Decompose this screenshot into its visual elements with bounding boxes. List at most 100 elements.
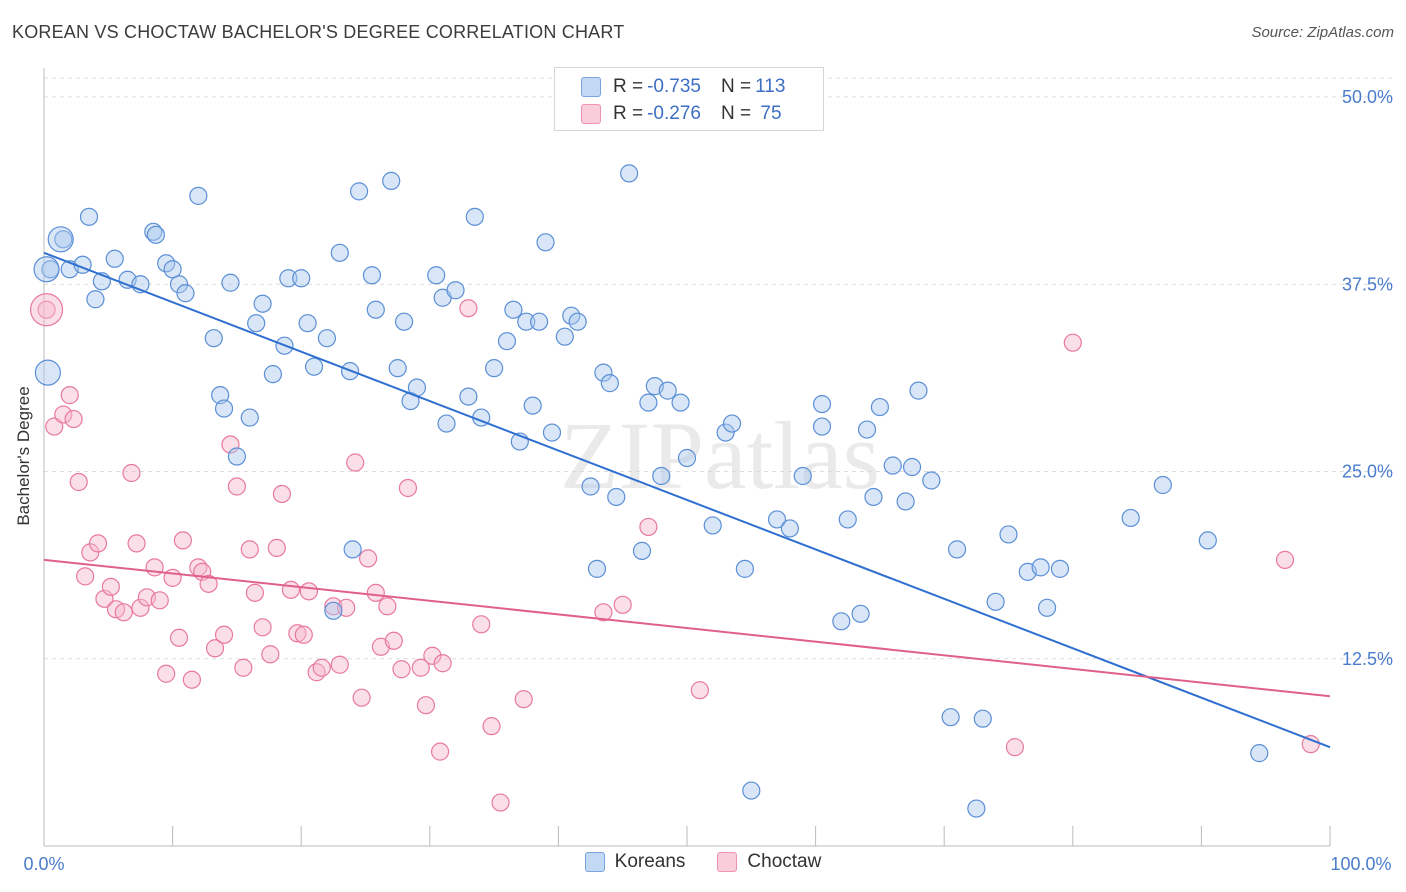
choctaw-point bbox=[613, 595, 632, 614]
choctaw-point bbox=[294, 625, 313, 644]
watermark: ZIPatlas bbox=[560, 402, 880, 509]
choctaw-point bbox=[378, 597, 397, 616]
choctaw-point bbox=[430, 742, 450, 761]
korean-point bbox=[658, 381, 677, 400]
korean-point bbox=[671, 393, 690, 412]
n-value: 113 bbox=[755, 76, 786, 97]
choctaw-point bbox=[157, 664, 176, 683]
choctaw-point bbox=[312, 658, 331, 677]
korean-point bbox=[204, 329, 223, 348]
korean-point bbox=[986, 592, 1005, 611]
x-tick-label: 100.0% bbox=[1330, 854, 1391, 874]
korean-point bbox=[947, 540, 967, 559]
choctaw-point bbox=[1275, 550, 1295, 569]
stats-row-koreans: R = -0.735 N = 113 bbox=[555, 74, 785, 100]
korean-point bbox=[999, 525, 1018, 544]
korean-point bbox=[79, 207, 99, 226]
korean-point bbox=[1050, 559, 1070, 578]
choctaw-point bbox=[214, 625, 234, 644]
choctaw-point bbox=[384, 631, 403, 650]
choctaw-point bbox=[234, 658, 253, 677]
korean-point bbox=[169, 275, 189, 294]
choctaw-point bbox=[29, 293, 64, 327]
choctaw-point bbox=[127, 534, 146, 553]
korean-point bbox=[620, 164, 639, 183]
source-label: Source: ZipAtlas.com bbox=[1251, 24, 1394, 41]
korean-point bbox=[1153, 475, 1172, 495]
korean-point bbox=[54, 230, 73, 249]
choctaw-point bbox=[245, 583, 265, 602]
tick-labels: 12.5% 25.0% 37.5% 50.0% 0.0% 100.0% bbox=[23, 87, 1393, 874]
choctaw-point bbox=[240, 540, 259, 559]
korean-point bbox=[366, 300, 385, 319]
choctaw-point bbox=[69, 472, 88, 492]
korean-point bbox=[324, 601, 343, 620]
choctaw-point bbox=[433, 654, 452, 673]
choctaw-point bbox=[122, 463, 141, 483]
korean-point bbox=[504, 300, 523, 319]
korean-point bbox=[263, 365, 283, 384]
choctaw-point bbox=[272, 484, 292, 504]
series-choctaw bbox=[29, 293, 1320, 812]
choctaw-point bbox=[472, 615, 491, 634]
korean-point bbox=[146, 225, 165, 244]
series-koreans bbox=[33, 164, 1269, 818]
grid-lines bbox=[44, 77, 1392, 660]
korean-point bbox=[317, 329, 337, 348]
korean-point bbox=[922, 471, 941, 490]
r-label: R = bbox=[613, 103, 644, 124]
korean-point bbox=[812, 417, 832, 436]
korean-point bbox=[1250, 744, 1269, 763]
korean-point bbox=[176, 284, 195, 303]
korean-point bbox=[735, 559, 754, 578]
korean-point bbox=[437, 414, 456, 433]
korean-point bbox=[394, 312, 414, 331]
korean-point bbox=[896, 492, 915, 511]
choctaw-point bbox=[594, 603, 613, 622]
korean-point bbox=[523, 396, 542, 415]
n-label: N = bbox=[720, 76, 752, 97]
y-tick-label: 25.0% bbox=[1342, 462, 1393, 482]
n-label: N = bbox=[720, 103, 752, 124]
korean-point bbox=[793, 466, 812, 486]
choctaw-point bbox=[514, 690, 533, 709]
y-tick-label: 12.5% bbox=[1342, 649, 1393, 669]
korean-point bbox=[1198, 531, 1217, 550]
choctaw-point bbox=[54, 405, 73, 424]
choctaw-point bbox=[358, 549, 378, 568]
korean-point bbox=[446, 281, 465, 300]
choctaw-point bbox=[352, 688, 371, 707]
korean-point bbox=[211, 386, 230, 405]
korean-point bbox=[292, 269, 311, 288]
choctaw-point bbox=[227, 477, 246, 496]
korean-point bbox=[362, 266, 382, 285]
korean-point bbox=[349, 182, 369, 201]
legend-item-choctaw[interactable]: Choctaw bbox=[717, 851, 821, 873]
legend-item-koreans[interactable]: Koreans bbox=[584, 851, 685, 873]
choctaw-point bbox=[37, 300, 56, 319]
korean-point bbox=[33, 256, 60, 283]
choctaw-point bbox=[639, 517, 658, 537]
choctaw-point bbox=[416, 696, 436, 715]
stats-row-choctaw: R = -0.276 N = 75 bbox=[555, 101, 782, 127]
korean-point bbox=[587, 559, 607, 578]
korean-point bbox=[941, 708, 960, 727]
korean-point bbox=[870, 397, 890, 417]
choctaw-trendline bbox=[43, 558, 1331, 698]
korean-point bbox=[838, 510, 857, 529]
x-tick-label: 0.0% bbox=[23, 854, 64, 874]
korean-point bbox=[343, 540, 362, 559]
koreans-swatch bbox=[584, 852, 605, 872]
korean-point bbox=[105, 249, 124, 268]
choctaw-point bbox=[423, 646, 442, 665]
korean-point bbox=[485, 359, 504, 378]
choctaw-point bbox=[199, 574, 218, 593]
korean-point bbox=[703, 516, 722, 535]
korean-point bbox=[902, 457, 922, 477]
choctaw-point bbox=[261, 645, 280, 664]
trendlines bbox=[43, 251, 1331, 749]
choctaw-point bbox=[101, 577, 120, 596]
korean-point bbox=[722, 414, 742, 433]
choctaw-point bbox=[346, 453, 365, 472]
